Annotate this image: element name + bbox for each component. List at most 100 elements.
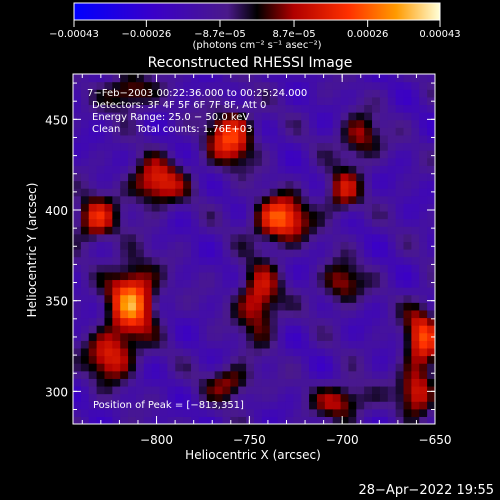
- heatmap-cell: [379, 363, 389, 372]
- heatmap-cell: [261, 401, 271, 410]
- heatmap-cell: [316, 180, 326, 189]
- heatmap-cell: [387, 279, 397, 288]
- heatmap-cell: [379, 150, 389, 159]
- heatmap-cell: [293, 355, 302, 364]
- heatmap-cell: [348, 249, 357, 258]
- heatmap-cell: [348, 210, 357, 220]
- y-tick-label: 300: [45, 385, 68, 399]
- heatmap-cell: [104, 142, 113, 151]
- heatmap-cell: [112, 134, 121, 144]
- heatmap-cell: [112, 370, 121, 379]
- heatmap-cell: [316, 332, 326, 341]
- heatmap-cell: [214, 112, 224, 121]
- heatmap-cell: [151, 378, 161, 387]
- heatmap-cell: [356, 370, 365, 379]
- heatmap-cell: [112, 172, 121, 182]
- heatmap-cell: [143, 112, 153, 121]
- heatmap-cell: [403, 233, 412, 242]
- heatmap-cell: [80, 378, 90, 387]
- heatmap-cell: [143, 416, 153, 424]
- heatmap-cell: [277, 127, 287, 136]
- heatmap-cell: [427, 393, 435, 402]
- heatmap-cell: [206, 302, 216, 311]
- heatmap-cell: [135, 317, 145, 326]
- heatmap-cell: [222, 210, 231, 220]
- heatmap-cell: [364, 302, 373, 311]
- heatmap-cell: [120, 134, 129, 144]
- heatmap-cell: [191, 233, 200, 242]
- heatmap-cell: [293, 172, 302, 182]
- heatmap-cell: [135, 370, 145, 379]
- heatmap-cell: [324, 226, 334, 235]
- heatmap-cell: [167, 317, 176, 326]
- heatmap-cell: [230, 172, 239, 182]
- heatmap-cell: [151, 332, 161, 341]
- heatmap-cell: [175, 325, 184, 334]
- heatmap-cell: [395, 370, 405, 379]
- heatmap-cell: [387, 256, 397, 265]
- heatmap-cell: [411, 309, 420, 319]
- heatmap-cell: [269, 385, 279, 395]
- heatmap-cell: [128, 363, 137, 372]
- heatmap-cell: [128, 81, 137, 90]
- heatmap-cell: [364, 363, 373, 372]
- heatmap-cell: [183, 385, 192, 395]
- heatmap-cell: [285, 294, 294, 303]
- heatmap-cell: [88, 89, 98, 98]
- heatmap-cell: [403, 370, 412, 379]
- heatmap-cell: [183, 325, 192, 334]
- heatmap-cell: [73, 385, 82, 395]
- heatmap-cell: [309, 264, 318, 273]
- heatmap-cell: [269, 180, 279, 189]
- heatmap-cell: [356, 309, 365, 319]
- heatmap-cell: [143, 317, 153, 326]
- heatmap-cell: [135, 287, 145, 296]
- heatmap-cell: [120, 279, 129, 288]
- heatmap-cell: [222, 302, 231, 311]
- heatmap-cell: [269, 287, 279, 296]
- heatmap-cell: [372, 142, 381, 151]
- heatmap-cell: [340, 142, 350, 151]
- heatmap-cell: [411, 165, 420, 174]
- heatmap-cell: [403, 241, 412, 250]
- heatmap-cell: [151, 340, 161, 349]
- heatmap-cell: [96, 264, 106, 273]
- heatmap-cell: [379, 294, 389, 303]
- heatmap-cell: [411, 256, 420, 265]
- heatmap-cell: [198, 363, 208, 372]
- heatmap-cell: [261, 218, 271, 227]
- heatmap-cell: [151, 363, 161, 372]
- heatmap-cell: [411, 127, 420, 136]
- heatmap-cell: [73, 134, 82, 144]
- heatmap-cell: [254, 104, 263, 113]
- heatmap-cell: [73, 256, 82, 265]
- heatmap-cell: [332, 256, 342, 265]
- heatmap-cell: [356, 172, 365, 182]
- heatmap-cell: [88, 172, 98, 182]
- heatmap-cell: [348, 188, 357, 197]
- heatmap-cell: [419, 355, 428, 364]
- heatmap-cell: [230, 302, 239, 311]
- heatmap-cell: [80, 226, 90, 235]
- heatmap-cell: [379, 180, 389, 189]
- heatmap-cell: [411, 157, 420, 166]
- heatmap-cell: [364, 165, 373, 174]
- heatmap-cell: [285, 271, 294, 281]
- heatmap-cell: [175, 294, 184, 303]
- heatmap-cell: [324, 264, 334, 273]
- heatmap-cell: [348, 74, 357, 83]
- heatmap-cell: [191, 172, 200, 182]
- heatmap-cell: [167, 203, 176, 212]
- heatmap-cell: [277, 218, 287, 227]
- heatmap-cell: [356, 249, 365, 258]
- heatmap-cell: [112, 203, 121, 212]
- heatmap-cell: [411, 233, 420, 242]
- heatmap-cell: [112, 218, 121, 227]
- heatmap-cell: [159, 203, 169, 212]
- heatmap-cell: [379, 172, 389, 182]
- heatmap-cell: [230, 256, 239, 265]
- heatmap-cell: [372, 195, 381, 204]
- heatmap-cell: [411, 393, 420, 402]
- heatmap-cell: [198, 309, 208, 319]
- heatmap-cell: [285, 142, 294, 151]
